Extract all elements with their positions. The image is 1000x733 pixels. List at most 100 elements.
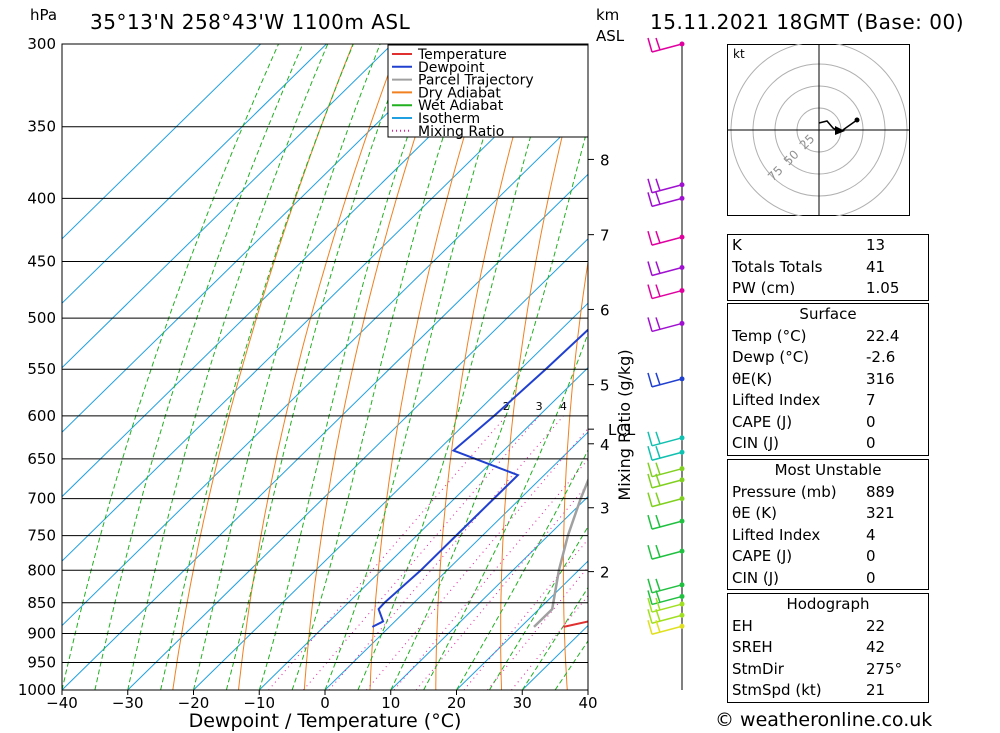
mixing-ratio-label: 4 [560, 400, 567, 413]
dry-adiabat-line [369, 44, 494, 690]
pressure-tick-label: 750 [27, 527, 56, 545]
index-value: -2.6 [866, 348, 896, 366]
wind-barb [647, 284, 685, 300]
wet-adiabat-line [225, 44, 410, 690]
index-value: 7 [866, 391, 876, 409]
height-tick-label: 2 [600, 564, 610, 582]
pressure-tick-label: 850 [27, 594, 56, 612]
legend-box [387, 44, 589, 138]
isotherm-line [324, 431, 588, 690]
index-label: K [732, 236, 742, 254]
mixing-ratio-label: 3 [536, 400, 543, 413]
mixing-ratio-line [393, 458, 588, 690]
legend-entry: Wet Adiabat [418, 98, 504, 114]
pressure-tick-label: 450 [27, 253, 56, 271]
mixing-ratio-label: 10 [638, 400, 652, 413]
index-value: 0 [866, 547, 876, 565]
index-label: Lifted Index [732, 525, 821, 544]
x-axis-label: Dewpoint / Temperature (°C) [189, 710, 462, 732]
isotherm-line [62, 173, 588, 690]
index-value: 22 [866, 616, 886, 635]
index-label: CAPE (J) [732, 547, 793, 565]
mixing-ratio-label: 16 [684, 400, 698, 413]
series-dewpoint [371, 328, 588, 628]
wind-barb [647, 192, 685, 208]
height-tick-label: 3 [600, 500, 610, 518]
hodograph-unit: kt [733, 47, 745, 61]
index-label: EH [732, 616, 753, 635]
most-unstable-table: Most Unstable Pressure (mb) 889 θE (K) 321 L… [727, 459, 929, 590]
wet-adiabat-line [127, 44, 329, 690]
storm-motion-marker [835, 126, 845, 135]
index-row: θE (K) 321 [728, 503, 928, 525]
index-label: PW (cm) [732, 279, 796, 297]
index-value: 0 [866, 434, 876, 452]
height-tick-label: 8 [600, 151, 610, 169]
height-unit-asl: ASL [596, 27, 625, 45]
index-value: 321 [866, 504, 895, 522]
wind-barb [647, 462, 685, 478]
index-row: StmDir 275° [728, 659, 928, 681]
legend-entry: Dewpoint [418, 60, 485, 76]
hodograph-point [854, 117, 860, 123]
index-row: CIN (J) 0 [728, 433, 928, 455]
index-value: 889 [866, 482, 895, 501]
legend-entry: Mixing Ratio [418, 124, 504, 140]
wind-barb [647, 514, 685, 530]
hodograph-trace [818, 119, 858, 133]
copyright: © weatheronline.co.uk [715, 709, 933, 731]
isotherm-line [62, 44, 525, 498]
location-title: 35°13'N 258°43'W 1100m ASL [90, 10, 411, 34]
pressure-tick-label: 300 [27, 35, 56, 53]
indices-table: K 13 Totals Totals 41 PW (cm) 1.05 [727, 234, 929, 301]
index-row: Lifted Index 4 [728, 525, 928, 547]
mixing-ratio-label: 2 [503, 400, 510, 413]
mixing-ratio-line [487, 566, 588, 690]
height-tick-label: 7 [600, 227, 610, 245]
index-row: EH 22 [728, 616, 928, 638]
index-label: Lifted Index [732, 391, 821, 409]
wind-barb [647, 544, 685, 560]
mixing-ratio-line [303, 415, 540, 690]
index-value: 316 [866, 369, 895, 388]
index-label: Temp (°C) [732, 326, 807, 345]
wet-adiabat-line [193, 44, 381, 690]
legend-entry: Parcel Trajectory [418, 73, 534, 89]
index-label: θE (K) [732, 504, 777, 522]
index-label: CIN (J) [732, 434, 780, 452]
mixing-ratio-label: 20 [706, 400, 720, 413]
pressure-tick-label: 700 [27, 490, 56, 508]
mixing-ratio-line [328, 415, 564, 690]
index-label: SREH [732, 638, 773, 656]
isotherm-line [258, 366, 588, 690]
wind-barb [647, 445, 685, 461]
index-row: StmSpd (kt) 21 [728, 680, 928, 702]
wind-barb [647, 317, 685, 333]
isotherm-line [62, 44, 393, 369]
wind-barb [647, 372, 685, 388]
isotherm-line [193, 302, 588, 690]
pressure-tick-label: 550 [27, 360, 56, 378]
isotherm-line [62, 44, 327, 304]
legend-entry: Isotherm [418, 111, 480, 127]
wind-barb [647, 261, 685, 277]
index-row: CAPE (J) 0 [728, 546, 928, 568]
dry-adiabat-line [435, 44, 540, 690]
height-tick-label: 4 [600, 436, 610, 454]
index-row: CIN (J) 0 [728, 568, 928, 590]
index-row: Lifted Index 7 [728, 390, 928, 412]
isotherm-line [390, 495, 588, 690]
pressure-tick-label: 350 [27, 118, 56, 136]
wind-barb [647, 620, 685, 635]
index-value: 0 [866, 568, 876, 587]
legend-entry: Dry Adiabat [418, 85, 501, 101]
wind-barb [647, 431, 685, 447]
index-row: CAPE (J) 0 [728, 412, 928, 434]
index-value: 0 [866, 412, 876, 431]
index-value: 275° [866, 659, 903, 678]
index-label: CAPE (J) [732, 412, 793, 431]
index-row: Temp (°C) 22.4 [728, 326, 928, 348]
x-tick-label: 0 [320, 694, 330, 712]
wind-barb [647, 492, 685, 508]
